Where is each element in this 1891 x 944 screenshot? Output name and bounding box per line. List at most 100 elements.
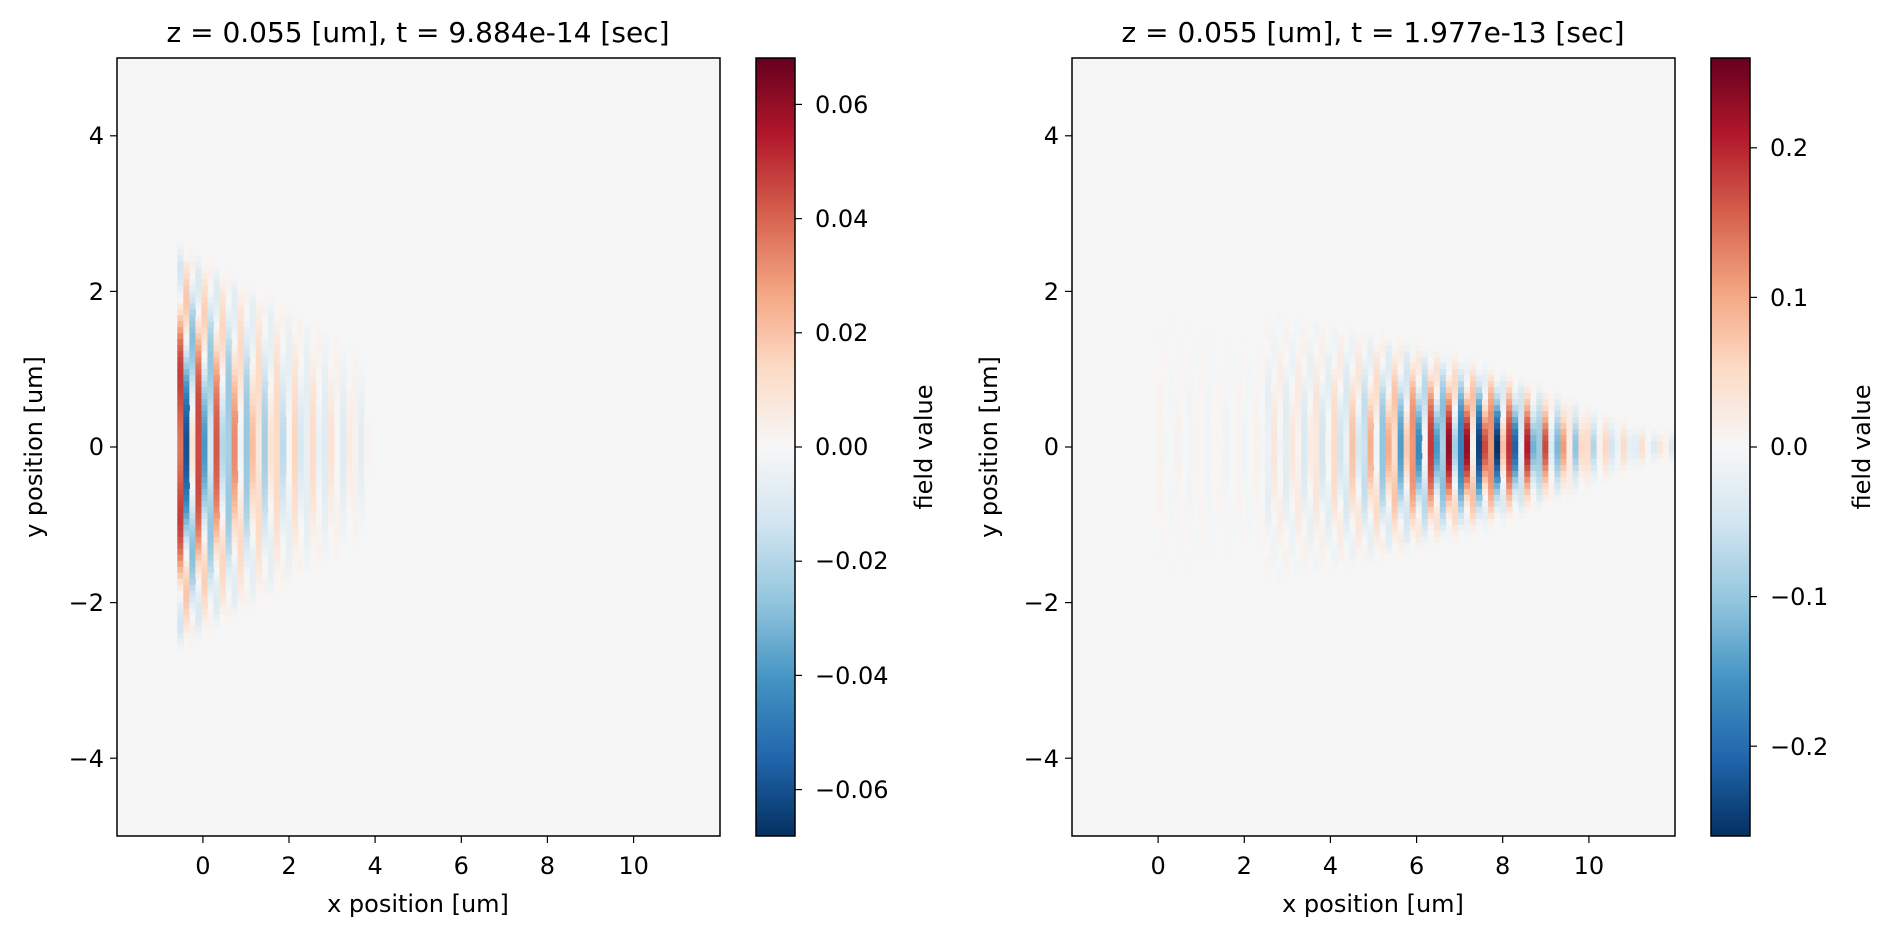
heatmap-cell	[364, 357, 371, 364]
heatmap-cell	[237, 530, 245, 538]
heatmap-cell	[1307, 369, 1314, 376]
heatmap-cell	[297, 321, 305, 328]
heatmap-cell	[1385, 530, 1393, 538]
heatmap-cell	[1445, 536, 1453, 544]
heatmap-cell	[231, 512, 239, 520]
heatmap-cell	[1210, 476, 1218, 484]
colorbar-tick: 0.1	[1750, 284, 1808, 312]
heatmap-cell	[243, 548, 251, 556]
heatmap-cell	[1355, 405, 1363, 412]
heatmap-cell	[1240, 470, 1248, 478]
heatmap-cell	[297, 458, 305, 466]
heatmap-cell	[201, 285, 209, 292]
heatmap-cell	[237, 321, 245, 328]
heatmap-cell	[340, 518, 347, 526]
heatmap-cell	[225, 584, 233, 592]
heatmap-cell	[1289, 429, 1296, 436]
heatmap-cell	[267, 566, 275, 574]
heatmap-cell	[1439, 417, 1447, 424]
heatmap-cell	[255, 584, 263, 592]
heatmap-cell	[340, 423, 347, 430]
heatmap-cell	[1174, 435, 1182, 442]
heatmap-cell	[177, 494, 184, 502]
heatmap-cell	[291, 411, 299, 418]
heatmap-cell	[1488, 435, 1495, 442]
heatmap-cell	[1343, 458, 1350, 466]
heatmap-cell	[255, 518, 263, 526]
heatmap-cell	[1337, 417, 1344, 424]
heatmap-cell	[1451, 381, 1459, 388]
heatmap-cell	[1415, 447, 1423, 454]
heatmap-cell	[334, 381, 341, 388]
heatmap-cell	[1403, 339, 1411, 346]
heatmap-cell	[1246, 369, 1254, 376]
heatmap-cell	[1337, 399, 1344, 406]
heatmap-cell	[1307, 458, 1314, 466]
heatmap-cell	[303, 524, 311, 532]
heatmap-cell	[249, 548, 257, 556]
heatmap-cell	[207, 626, 215, 634]
heatmap-cell	[219, 494, 227, 502]
heatmap-cell	[309, 464, 317, 472]
heatmap-cell	[213, 327, 221, 334]
heatmap-cell	[364, 530, 371, 538]
heatmap-cell	[1602, 464, 1610, 472]
heatmap-cell	[177, 243, 184, 251]
heatmap-cell	[322, 500, 329, 508]
heatmap-cell	[1524, 441, 1531, 448]
heatmap-cell	[1301, 333, 1308, 340]
heatmap-cell	[1174, 500, 1182, 508]
heatmap-cell	[1349, 387, 1357, 394]
heatmap-cell	[1482, 452, 1489, 460]
heatmap-cell	[1295, 482, 1302, 490]
heatmap-cell	[1439, 405, 1447, 412]
colorbar-tick-label: 0.2	[1770, 134, 1808, 162]
heatmap-cell	[1482, 369, 1489, 376]
heatmap-cell	[1283, 464, 1290, 472]
heatmap-cell	[1433, 536, 1441, 544]
heatmap-cell	[1162, 357, 1170, 364]
heatmap-cell	[322, 542, 329, 550]
heatmap-cell	[1240, 542, 1248, 550]
heatmap-cell	[1289, 405, 1296, 412]
heatmap-cell	[225, 596, 233, 604]
heatmap-cell	[1307, 339, 1314, 346]
heatmap-cell	[1427, 512, 1435, 520]
heatmap-cell	[1301, 375, 1308, 382]
heatmap-cell	[219, 321, 227, 328]
heatmap-cell	[207, 417, 215, 424]
heatmap-cell	[1385, 423, 1393, 430]
heatmap-cell	[1186, 423, 1194, 430]
heatmap-cell	[1427, 441, 1435, 448]
heatmap-cell	[1445, 494, 1453, 502]
heatmap-cell	[1361, 506, 1369, 514]
heatmap-cell	[1204, 560, 1212, 568]
heatmap-cell	[1216, 387, 1224, 394]
heatmap-cell	[279, 584, 287, 592]
heatmap-cell	[213, 315, 221, 322]
heatmap-cell	[1240, 464, 1248, 472]
heatmap-cell	[1343, 435, 1350, 442]
heatmap-cell	[219, 476, 227, 484]
heatmap-cell	[1252, 464, 1260, 472]
heatmap-cell	[1530, 381, 1537, 388]
heatmap-cell	[201, 387, 209, 394]
heatmap-cell	[177, 375, 184, 382]
heatmap-cell	[177, 429, 184, 436]
heatmap-cell	[1494, 375, 1501, 382]
heatmap-cell	[1313, 375, 1320, 382]
heatmap-cell	[1415, 512, 1423, 520]
heatmap-cell	[1536, 476, 1543, 484]
heatmap-cell	[1433, 518, 1441, 526]
heatmap-cell	[177, 620, 184, 628]
heatmap-cell	[1174, 429, 1182, 436]
heatmap-cell	[1270, 536, 1278, 544]
heatmap-cell	[1283, 572, 1290, 580]
heatmap-cell	[291, 381, 299, 388]
heatmap-cell	[1506, 441, 1513, 448]
heatmap-cell	[1620, 429, 1628, 436]
heatmap-cell	[1373, 429, 1381, 436]
heatmap-cell	[1204, 470, 1212, 478]
heatmap-cell	[1403, 470, 1411, 478]
heatmap-cell	[1433, 464, 1441, 472]
